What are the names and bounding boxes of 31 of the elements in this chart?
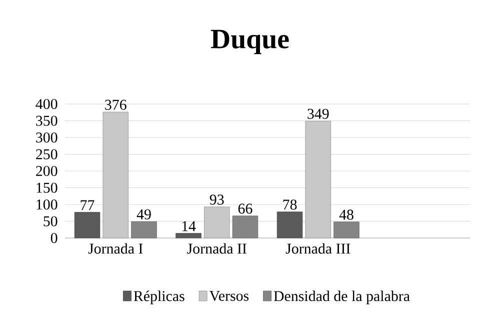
y-tick-label: 150 [36,182,58,193]
y-tick-label: 350 [36,116,58,126]
legend-label: Versos [209,290,249,301]
y-tick-label: 0 [50,232,58,244]
data-label: 48 [339,210,354,220]
chart-title: Duque [210,30,289,54]
data-label: 78 [283,200,297,210]
data-label: 14 [182,221,196,232]
data-label: 66 [238,204,252,214]
legend-label: Densidad de la palabra [274,290,410,304]
y-tick-label: 300 [36,132,58,143]
data-label: 77 [80,200,94,210]
y-tick-label: 400 [36,98,58,110]
data-label: 93 [210,194,224,205]
y-tick-label: 100 [36,199,58,210]
data-label: 349 [308,108,329,119]
x-tick-label: Jornada I [88,243,143,254]
bar [74,212,100,238]
bar [131,221,157,238]
legend-label: Réplicas [134,290,184,304]
y-tick-label: 250 [36,149,58,160]
bar [334,222,360,238]
data-label: 376 [105,100,126,110]
y-tick-label: 50 [44,216,58,226]
x-tick-label: Jornada III [286,243,350,254]
y-tick-label: 200 [36,166,58,176]
x-tick-label: Jornada II [187,243,246,254]
data-label: 49 [136,209,151,220]
bar [176,233,202,238]
bar [232,216,258,238]
bar [276,212,303,238]
